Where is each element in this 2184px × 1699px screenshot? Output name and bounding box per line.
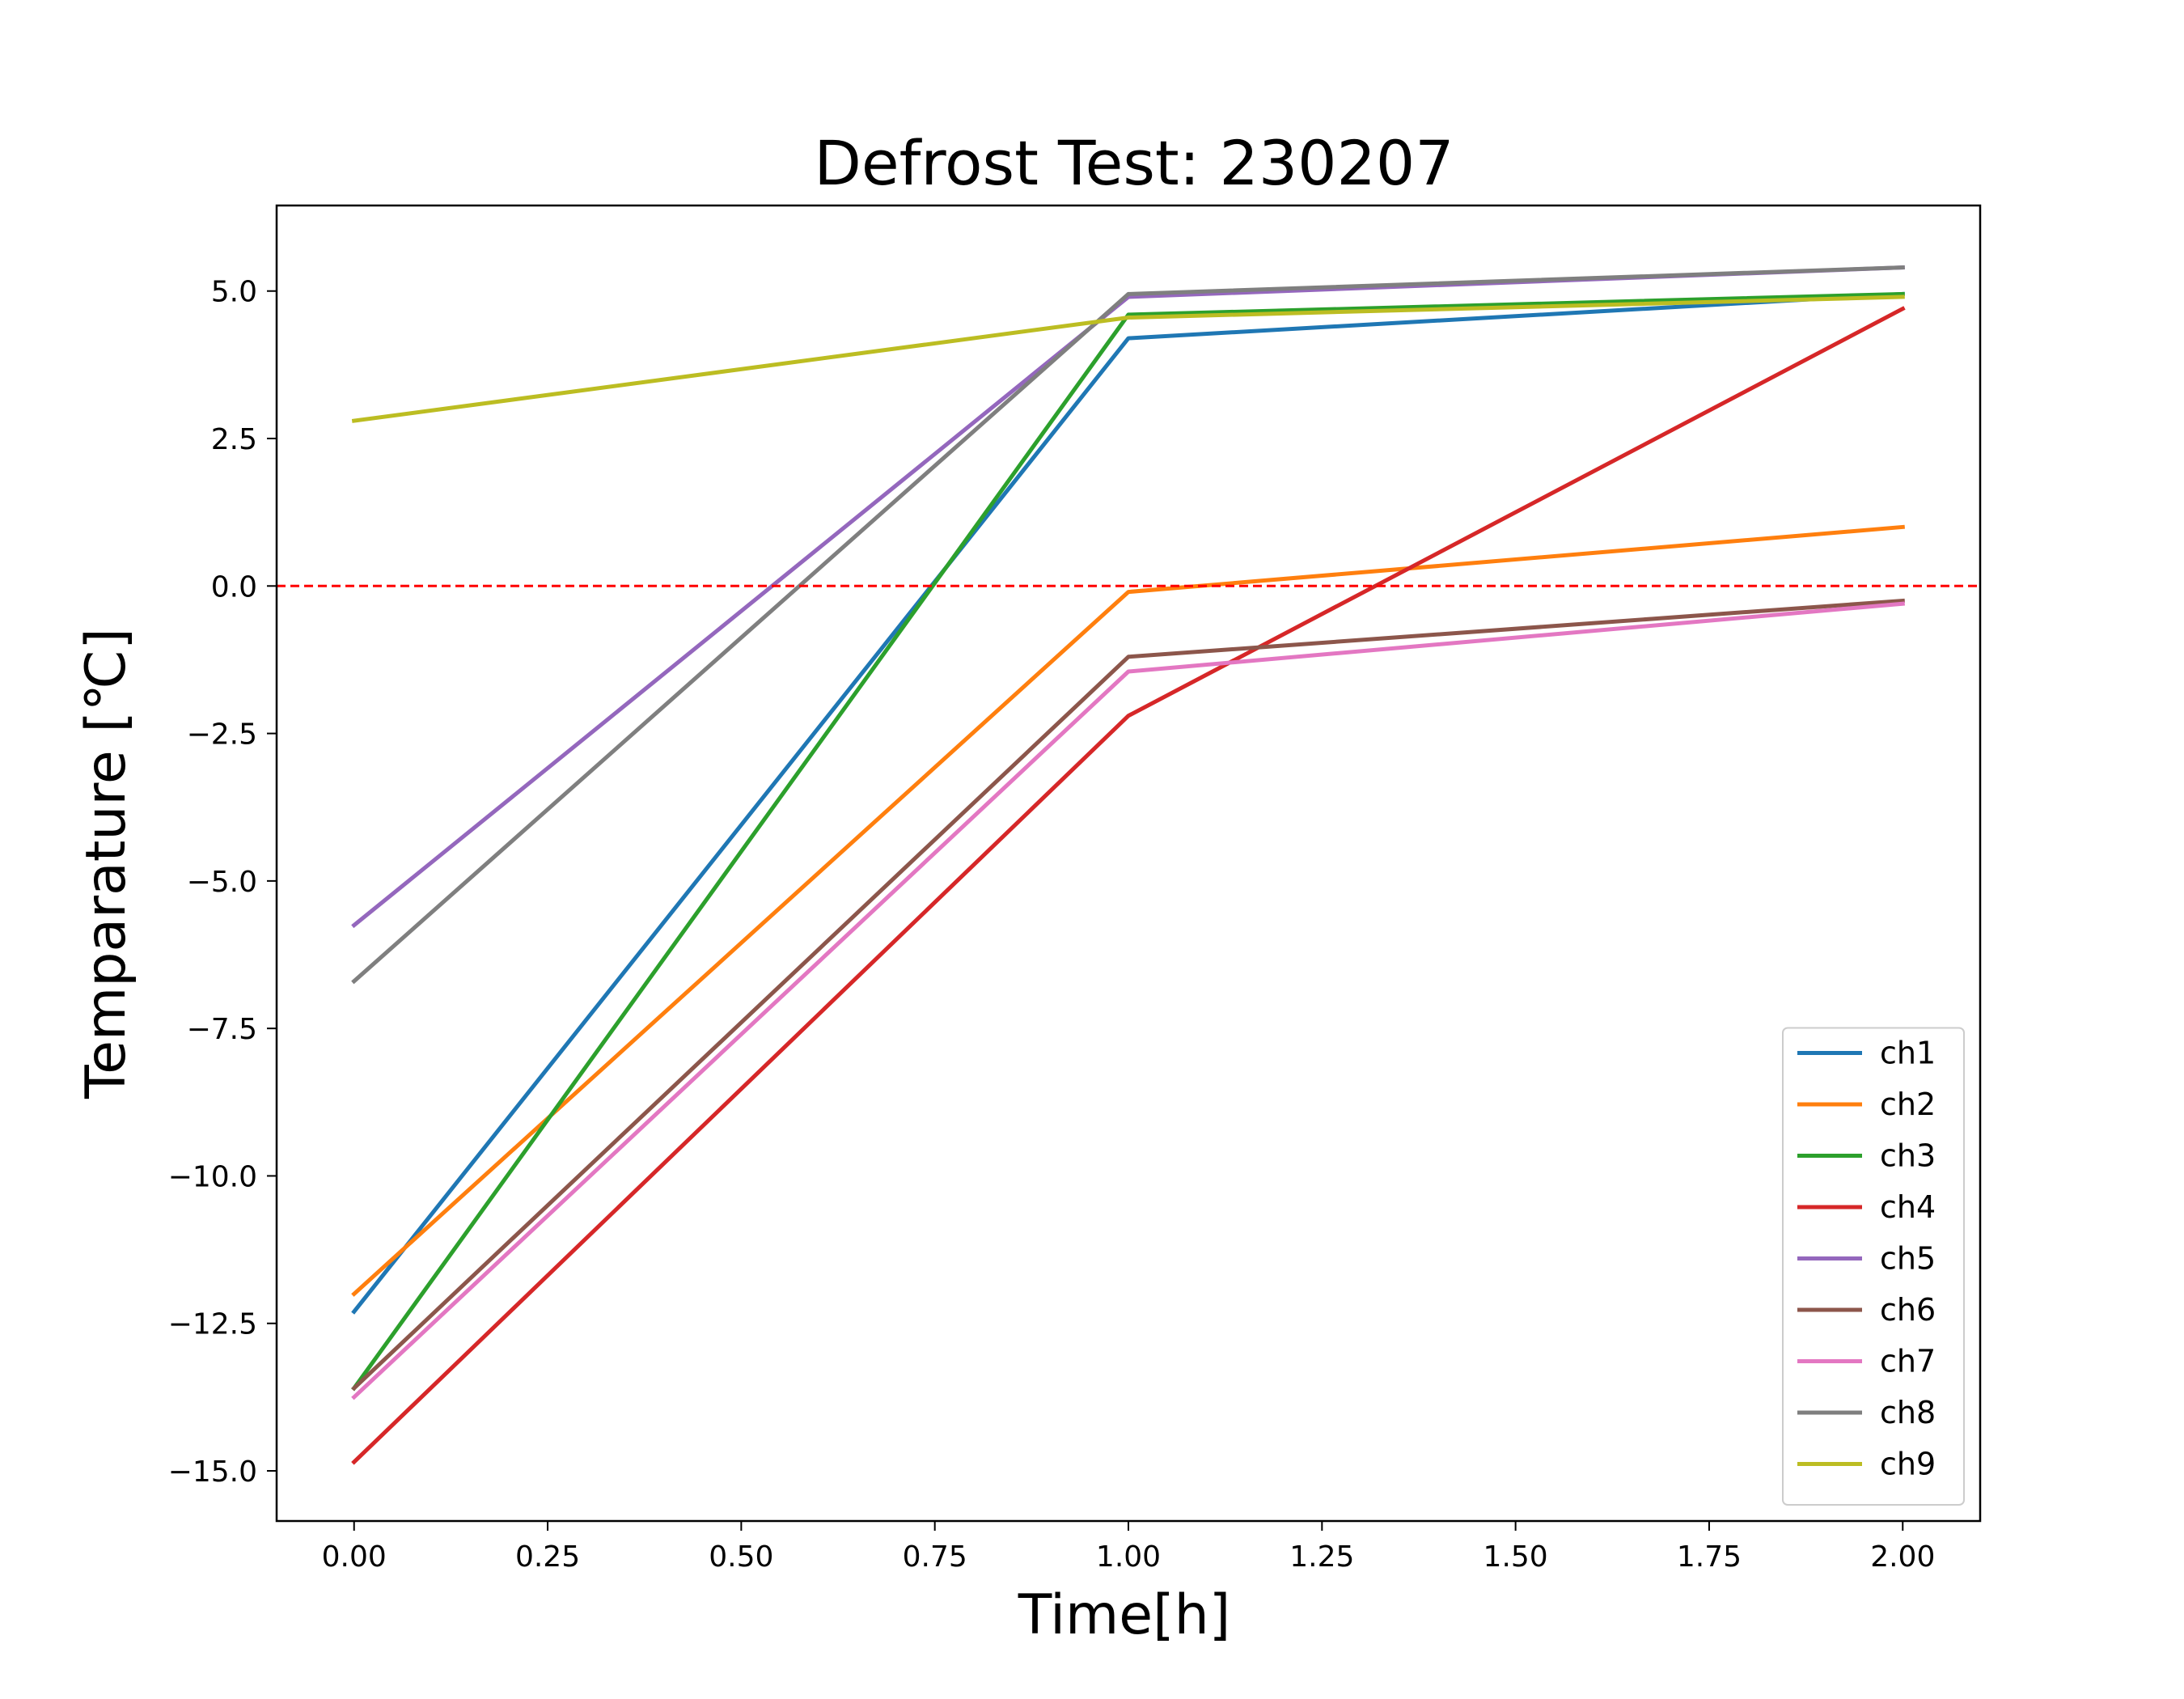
plot-frame bbox=[275, 204, 1982, 1523]
legend-label-ch3: ch3 bbox=[1880, 1138, 1936, 1174]
y-tick-label: −15.0 bbox=[168, 1455, 257, 1489]
legend-box bbox=[1782, 1027, 1965, 1506]
x-tick-label: 0.00 bbox=[322, 1540, 387, 1574]
y-axis-title: Temparature [℃] bbox=[74, 628, 138, 1099]
x-tick-label: 1.25 bbox=[1289, 1540, 1354, 1574]
x-axis-title: Time[h] bbox=[1018, 1583, 1231, 1647]
series-line-ch4 bbox=[351, 306, 1906, 1465]
y-tick-label: −2.5 bbox=[187, 718, 257, 752]
series-line-ch8 bbox=[351, 265, 1905, 985]
y-tick-label: 2.5 bbox=[211, 423, 257, 456]
legend-label-ch6: ch6 bbox=[1880, 1292, 1936, 1328]
legend: ch1 ch2 ch3 ch4 ch5 ch6 ch7 ch8 ch9 bbox=[1782, 1027, 1965, 1506]
legend-label-ch7: ch7 bbox=[1880, 1344, 1936, 1379]
legend-label-ch9: ch9 bbox=[1880, 1447, 1936, 1482]
x-tick-label: 0.50 bbox=[709, 1540, 773, 1574]
chart-title: Defrost Test: 230207 bbox=[814, 127, 1454, 199]
y-tick-label: −10.0 bbox=[168, 1160, 257, 1193]
x-axis-ticks: 0.00 0.25 0.50 0.75 1.00 1.25 1.50 1.75 2.00 bbox=[322, 1521, 1935, 1574]
x-tick-label: 0.75 bbox=[903, 1540, 967, 1574]
legend-label-ch4: ch4 bbox=[1880, 1189, 1936, 1225]
x-tick-label: 2.00 bbox=[1870, 1540, 1935, 1574]
y-tick-label: −5.0 bbox=[187, 866, 257, 899]
y-axis-ticks: −15.0 −12.5 −10.0 −7.5 −5.0 −2.5 0.0 2.5 5.0 bbox=[168, 276, 277, 1489]
series-line-ch2 bbox=[351, 524, 1906, 1297]
series-line-ch7 bbox=[351, 601, 1906, 1400]
legend-label-ch8: ch8 bbox=[1880, 1395, 1936, 1430]
legend-label-ch2: ch2 bbox=[1880, 1087, 1936, 1122]
legend-label-ch1: ch1 bbox=[1880, 1036, 1936, 1071]
x-tick-label: 0.25 bbox=[515, 1540, 580, 1574]
series-line-ch6 bbox=[351, 598, 1905, 1392]
y-tick-label: −7.5 bbox=[187, 1013, 257, 1046]
x-tick-label: 1.00 bbox=[1096, 1540, 1161, 1574]
series-line-ch9 bbox=[351, 294, 1905, 423]
legend-label-ch5: ch5 bbox=[1880, 1241, 1936, 1277]
series-line-ch1 bbox=[351, 291, 1905, 1315]
y-tick-label: −12.5 bbox=[168, 1308, 257, 1341]
y-tick-label: 5.0 bbox=[211, 276, 257, 309]
plot-area bbox=[277, 265, 1980, 1465]
y-tick-label: 0.0 bbox=[211, 570, 257, 604]
x-tick-label: 1.50 bbox=[1484, 1540, 1548, 1574]
x-tick-label: 1.75 bbox=[1677, 1540, 1742, 1574]
series-line-ch3 bbox=[351, 291, 1905, 1392]
